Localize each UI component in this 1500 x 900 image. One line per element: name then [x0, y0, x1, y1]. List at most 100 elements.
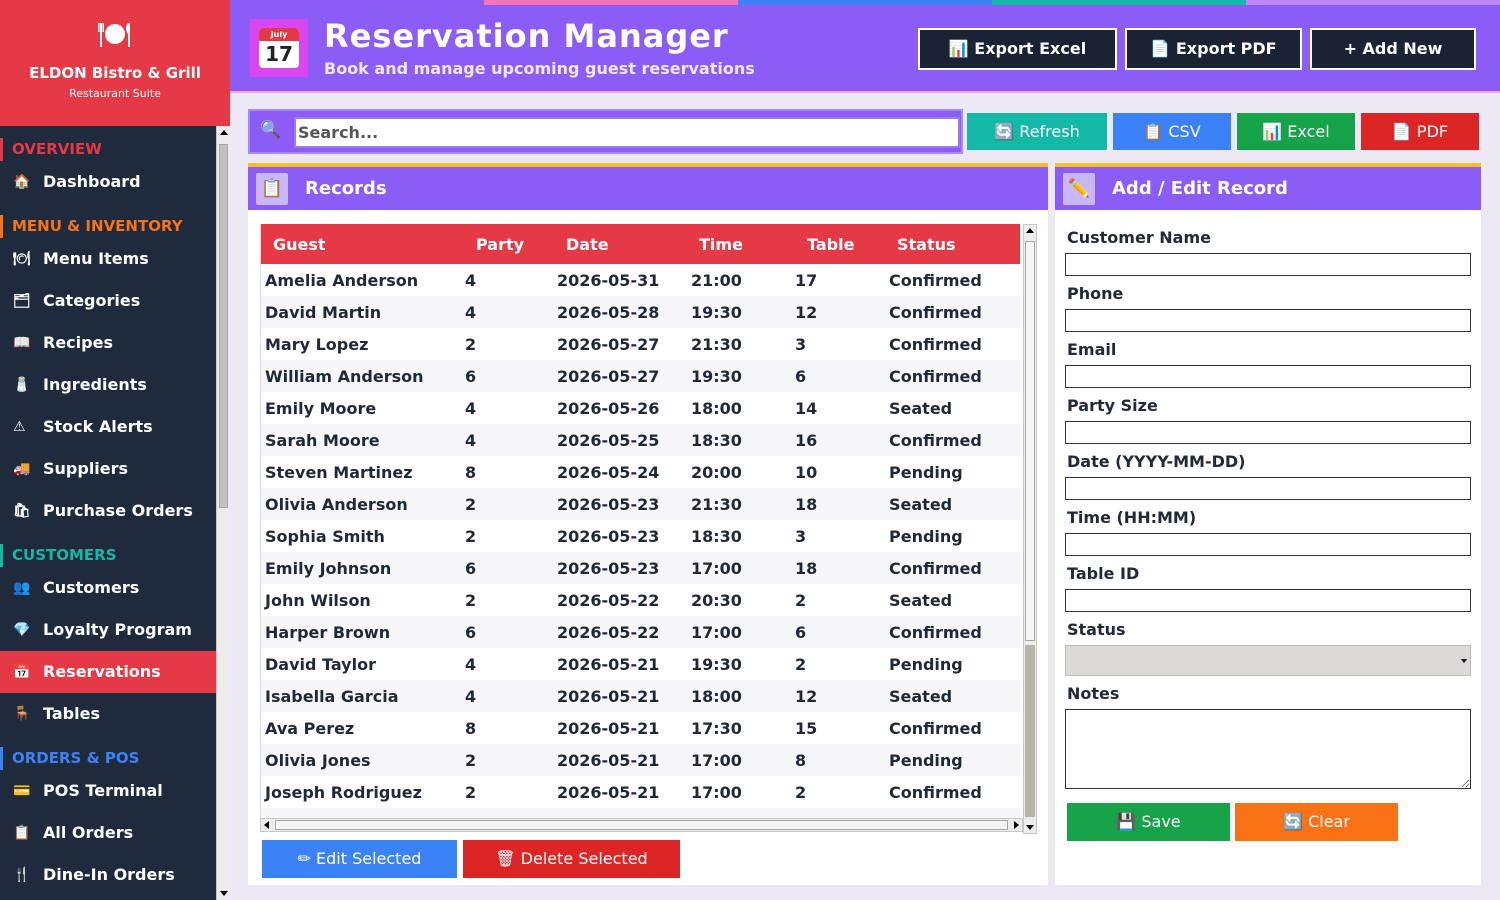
status-cell: Confirmed [889, 302, 982, 322]
edit-selected-button[interactable]: ✏ Edit Selected [262, 840, 457, 878]
notes-field[interactable] [1065, 709, 1471, 789]
sidebar-item-dine-in-orders[interactable]: 🍴 Dine-In Orders [0, 854, 216, 896]
column-header-time[interactable]: Time [699, 234, 743, 254]
records-horizontal-scroll-thumb[interactable] [275, 820, 1008, 830]
table-row[interactable]: Harper Brown 6 2026-05-22 17:00 6 Confirmed [261, 616, 1020, 648]
reservations-icon: 📅 [13, 664, 31, 680]
scroll-down-arrow-icon[interactable] [220, 891, 228, 896]
sidebar-item-loyalty-program[interactable]: 💎 Loyalty Program [0, 609, 216, 651]
table-cell: 10 [795, 808, 889, 819]
time-field[interactable] [1065, 533, 1471, 556]
sidebar-item-customers[interactable]: 👥 Customers [0, 567, 216, 609]
sidebar-scroll-thumb[interactable] [219, 144, 228, 508]
phone-field[interactable] [1065, 309, 1471, 332]
search-input[interactable] [294, 117, 960, 148]
sidebar-item-recipes[interactable]: 📖 Recipes [0, 322, 216, 364]
column-header-party[interactable]: Party [476, 234, 525, 254]
table-row[interactable]: Ava Perez 8 2026-05-21 17:30 15 Confirmed [261, 712, 1020, 744]
date-cell: 2026-05-24 [557, 462, 660, 482]
table-row[interactable]: Sophia Smith 2 2026-05-23 18:30 3 Pending [261, 520, 1020, 552]
phone-label: Phone [1067, 284, 1124, 303]
records-vertical-scrollbar[interactable] [1023, 224, 1037, 834]
tables-icon: 🪑 [13, 706, 31, 722]
status-cell: Confirmed [889, 430, 982, 450]
table-row[interactable]: Joseph Rodriguez 2 2026-05-21 17:00 2 Confirm… [261, 776, 1020, 808]
export-pdf-button[interactable]: 📄 Export PDF [1125, 28, 1302, 70]
delete-selected-button[interactable]: 🗑 Delete Selected [463, 840, 680, 878]
column-header-date[interactable]: Date [566, 234, 609, 254]
scroll-right-arrow-icon[interactable] [1014, 821, 1019, 829]
table-row[interactable]: Isabella Garcia 4 2026-05-21 18:00 12 Seated [261, 680, 1020, 712]
sidebar-item-dashboard[interactable]: 🏠 Dashboard [0, 161, 216, 203]
time-cell: 18:30 [691, 526, 742, 546]
table-row[interactable]: Steven Martinez 8 2026-05-24 20:00 10 Pending [261, 456, 1020, 488]
table-row[interactable]: Sarah Moore 4 2026-05-25 18:30 16 Confirmed [261, 424, 1020, 456]
sidebar-item-categories[interactable]: 🗂 Categories [0, 280, 216, 322]
party-size-field[interactable] [1065, 421, 1471, 444]
table-row[interactable]: David Martin 4 2026-05-28 19:30 12 Confirmed [261, 296, 1020, 328]
header-accent-stripe [992, 0, 1246, 5]
excel-button[interactable]: 📊 Excel [1237, 113, 1355, 150]
save-button[interactable]: 💾 Save [1067, 803, 1230, 841]
status-cell: Pending [889, 526, 963, 546]
scroll-down-arrow-icon[interactable] [1026, 825, 1034, 830]
table-row[interactable]: John Wilson 2 2026-05-22 20:30 2 Seated [261, 584, 1020, 616]
notes-label: Notes [1067, 684, 1120, 703]
status-cell: Confirmed [889, 270, 982, 290]
sidebar-item-purchase-orders[interactable]: 🛍 Purchase Orders [0, 490, 216, 532]
customer-name-field[interactable] [1065, 253, 1471, 276]
table-row[interactable]: Michael Martin22026-05-2018:0010Seated [261, 808, 1020, 818]
table-row[interactable]: Emily Moore 4 2026-05-26 18:00 14 Seated [261, 392, 1020, 424]
table-cell: 10 [795, 462, 818, 482]
sidebar-item-menu-items[interactable]: 🍽 Menu Items [0, 238, 216, 280]
records-vertical-scroll-thumb[interactable] [1025, 241, 1035, 641]
chevron-down-icon[interactable] [1461, 659, 1467, 663]
date-field[interactable] [1065, 477, 1471, 500]
sidebar-item-all-orders[interactable]: 📋 All Orders [0, 812, 216, 854]
party-cell: 4 [465, 654, 477, 674]
table-row[interactable]: Emily Johnson 6 2026-05-23 17:00 18 Confirmed [261, 552, 1020, 584]
table-id-field[interactable] [1065, 589, 1471, 612]
sidebar: ELDON Bistro & Grill Restaurant Suite OV… [0, 0, 230, 900]
scroll-up-arrow-icon[interactable] [1026, 228, 1034, 233]
email-field[interactable] [1065, 365, 1471, 388]
table-row[interactable]: Olivia Jones 2 2026-05-21 17:00 8 Pending [261, 744, 1020, 776]
table-row[interactable]: William Anderson 6 2026-05-27 19:30 6 Confirm… [261, 360, 1020, 392]
status-cell: Seated [889, 808, 1020, 819]
sidebar-item-label: Categories [43, 291, 141, 310]
sidebar-item-reservations[interactable]: 📅 Reservations [0, 651, 216, 693]
ingredients-icon: 🧂 [13, 377, 31, 393]
table-cell: 18 [795, 558, 818, 578]
scroll-up-arrow-icon[interactable] [220, 130, 228, 135]
export-excel-button[interactable]: 📊 Export Excel [918, 28, 1117, 70]
menu-items-icon: 🍽 [13, 251, 31, 267]
pdf-button[interactable]: 📄 PDF [1361, 113, 1479, 150]
table-cell: 3 [795, 526, 807, 546]
csv-button[interactable]: 📋 CSV [1113, 113, 1231, 150]
sidebar-nav: OVERVIEW 🏠 Dashboard MENU & INVENTORY 🍽 Menu … [0, 126, 216, 900]
status-cell: Pending [889, 750, 963, 770]
sidebar-item-pos-terminal[interactable]: 💳 POS Terminal [0, 770, 216, 812]
status-label: Status [1067, 620, 1126, 639]
table-row[interactable]: Mary Lopez 2 2026-05-27 21:30 3 Confirmed [261, 328, 1020, 360]
table-row[interactable]: Olivia Anderson 2 2026-05-23 21:30 18 Seated [261, 488, 1020, 520]
sidebar-item-tables[interactable]: 🪑 Tables [0, 693, 216, 735]
sidebar-item-suppliers[interactable]: 🚚 Suppliers [0, 448, 216, 490]
table-row[interactable]: Amelia Anderson 4 2026-05-31 21:00 17 Confirm… [261, 264, 1020, 296]
column-header-table[interactable]: Table [807, 234, 855, 254]
column-header-guest[interactable]: Guest [273, 234, 326, 254]
scroll-left-arrow-icon[interactable] [264, 821, 269, 829]
party-cell: 6 [465, 558, 477, 578]
refresh-button[interactable]: 🔄 Refresh [967, 113, 1107, 150]
sidebar-item-ingredients[interactable]: 🧂 Ingredients [0, 364, 216, 406]
column-header-status[interactable]: Status [897, 234, 956, 254]
records-vertical-scroll-track[interactable] [1025, 645, 1035, 817]
clear-button[interactable]: 🔄 Clear [1235, 803, 1398, 841]
status-select[interactable] [1065, 645, 1471, 676]
sidebar-scrollbar[interactable] [216, 126, 230, 900]
date-cell: 2026-05-31 [557, 270, 660, 290]
records-horizontal-scrollbar[interactable] [260, 818, 1023, 832]
table-row[interactable]: David Taylor 4 2026-05-21 19:30 2 Pending [261, 648, 1020, 680]
add-new-button[interactable]: + Add New [1310, 28, 1476, 70]
sidebar-item-stock-alerts[interactable]: ⚠ Stock Alerts [0, 406, 216, 448]
